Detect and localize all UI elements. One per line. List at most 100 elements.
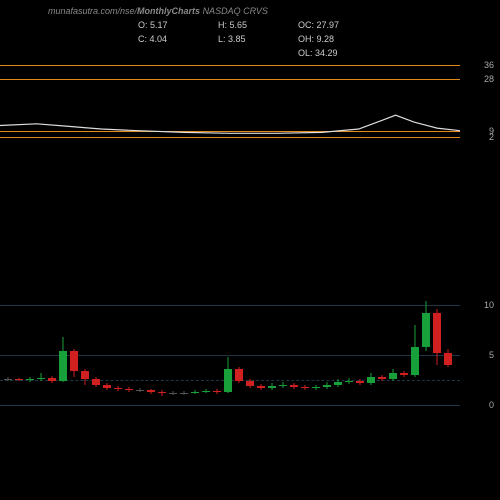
candle: [290, 285, 298, 425]
candle: [367, 285, 375, 425]
candle-body: [257, 386, 265, 388]
candle: [246, 285, 254, 425]
stat-open: O: 5.17: [138, 18, 188, 32]
candle-body: [235, 369, 243, 381]
title-mid: MonthlyCharts: [137, 6, 203, 16]
candle: [224, 285, 232, 425]
candle: [345, 285, 353, 425]
upper-indicator-panel: 362892: [0, 55, 460, 141]
candle-body: [114, 388, 122, 389]
level-label: 36: [484, 60, 494, 70]
candle-body: [378, 377, 386, 379]
candle-body: [290, 385, 298, 387]
candle-body: [191, 392, 199, 393]
title-prefix: munafasutra.com/nse/: [48, 6, 137, 16]
candle-body: [224, 369, 232, 392]
candle-body: [59, 351, 67, 381]
candle-body: [367, 377, 375, 383]
stat-oc: OC: 27.97: [298, 18, 348, 32]
candle-body: [81, 371, 89, 379]
candle-body: [180, 393, 188, 394]
candle: [92, 285, 100, 425]
candle: [70, 285, 78, 425]
candle: [213, 285, 221, 425]
candle: [136, 285, 144, 425]
candle: [433, 285, 441, 425]
candle: [180, 285, 188, 425]
title-sym: NASDAQ CRVS: [203, 6, 268, 16]
candle-body: [92, 379, 100, 385]
candle: [103, 285, 111, 425]
level-label: 2: [489, 132, 494, 142]
candle-body: [37, 378, 45, 379]
candle: [191, 285, 199, 425]
candle-body: [444, 353, 452, 365]
candle: [114, 285, 122, 425]
chart-title: munafasutra.com/nse/MonthlyCharts NASDAQ…: [48, 6, 268, 16]
candle: [268, 285, 276, 425]
candle-body: [4, 379, 12, 380]
candle: [125, 285, 133, 425]
candle-body: [202, 391, 210, 392]
candle-body: [246, 381, 254, 386]
price-label: 10: [484, 300, 494, 310]
chart-container: munafasutra.com/nse/MonthlyCharts NASDAQ…: [0, 0, 500, 500]
candle: [81, 285, 89, 425]
candle-wick: [41, 373, 42, 381]
candle: [279, 285, 287, 425]
candle: [169, 285, 177, 425]
ohlc-stats: O: 5.17 H: 5.65 OC: 27.97 C: 4.04 L: 3.8…: [138, 18, 348, 60]
candlestick-panel: 1050: [0, 285, 460, 425]
candle: [147, 285, 155, 425]
candle: [400, 285, 408, 425]
candle: [356, 285, 364, 425]
candle-body: [158, 392, 166, 393]
candle-body: [301, 387, 309, 388]
indicator-line: [0, 55, 460, 141]
candle-body: [400, 373, 408, 375]
candle-body: [411, 347, 419, 375]
candle: [15, 285, 23, 425]
stat-close: C: 4.04: [138, 32, 188, 46]
stat-high: H: 5.65: [218, 18, 268, 32]
candle-body: [334, 382, 342, 385]
level-label: 28: [484, 74, 494, 84]
candle: [202, 285, 210, 425]
candle-body: [433, 313, 441, 353]
candle: [323, 285, 331, 425]
candle-body: [422, 313, 430, 347]
candle: [26, 285, 34, 425]
candle-body: [169, 393, 177, 394]
candle: [422, 285, 430, 425]
candle: [334, 285, 342, 425]
candle: [378, 285, 386, 425]
candle: [301, 285, 309, 425]
candle-body: [356, 381, 364, 383]
candle: [158, 285, 166, 425]
candle: [4, 285, 12, 425]
candle: [411, 285, 419, 425]
price-label: 0: [489, 400, 494, 410]
candle-body: [26, 379, 34, 380]
candle-body: [15, 379, 23, 380]
candle-body: [48, 378, 56, 381]
candle-body: [312, 387, 320, 388]
candle-body: [213, 391, 221, 392]
candle-body: [103, 385, 111, 388]
candle-body: [136, 390, 144, 391]
candle: [59, 285, 67, 425]
candle: [312, 285, 320, 425]
candle: [257, 285, 265, 425]
candle-body: [147, 390, 155, 392]
stat-oh: OH: 9.28: [298, 32, 348, 46]
stat-low: L: 3.85: [218, 32, 268, 46]
candle-body: [268, 386, 276, 388]
candle-wick: [162, 390, 163, 396]
candle-body: [389, 373, 397, 379]
candle: [444, 285, 452, 425]
candle-body: [125, 389, 133, 390]
candle-body: [345, 381, 353, 382]
candle: [37, 285, 45, 425]
candle-body: [323, 385, 331, 387]
candle: [389, 285, 397, 425]
